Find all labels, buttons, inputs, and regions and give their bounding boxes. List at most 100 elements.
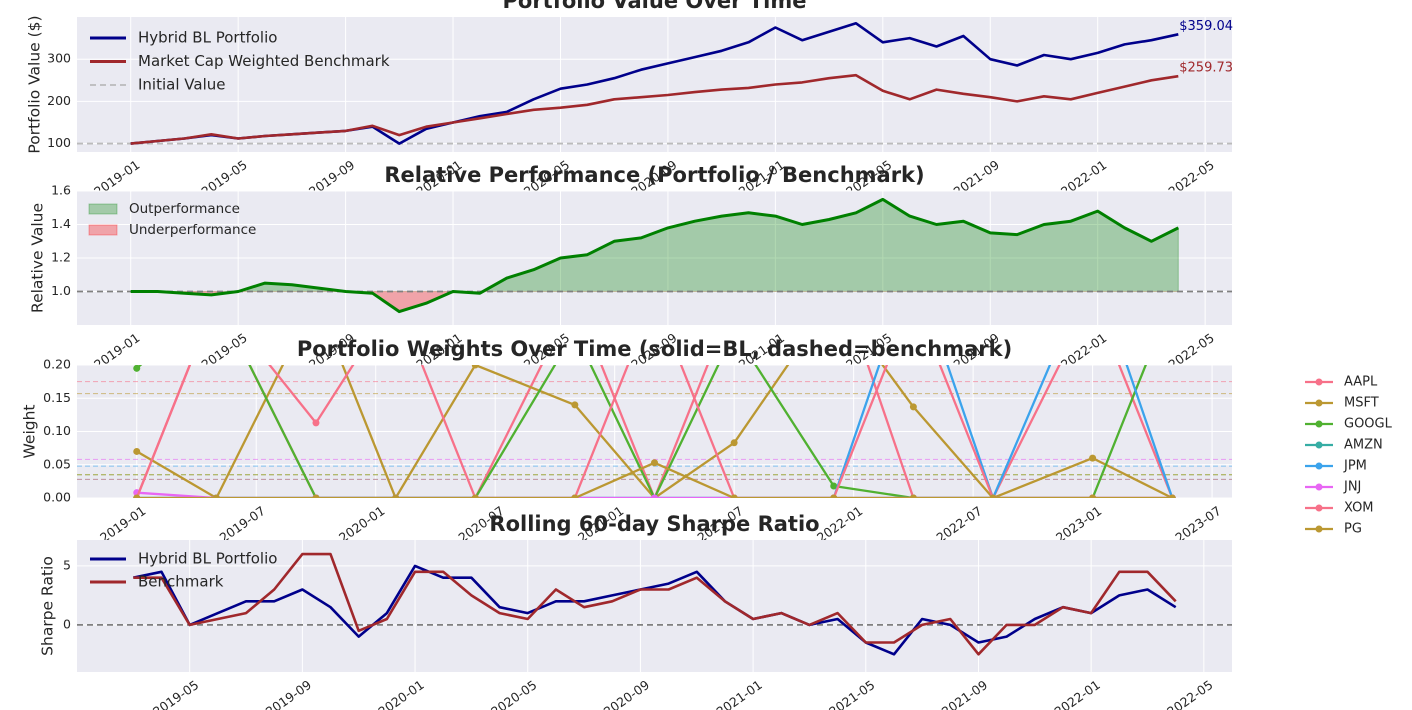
x-tick-label: 2020-05	[488, 677, 539, 710]
legend-label: Market Cap Weighted Benchmark	[138, 52, 390, 70]
end-label: $359.04	[1179, 19, 1233, 34]
legend-label: JNJ	[1343, 480, 1361, 495]
y-tick-label: 0	[63, 616, 71, 631]
data-point	[392, 494, 400, 498]
legend-item: PG	[1305, 522, 1362, 537]
legend-label: Benchmark	[138, 573, 224, 591]
x-tick-label: 2019-07	[217, 503, 268, 545]
legend-label: Outperformance	[129, 201, 240, 217]
legend-marker	[1315, 420, 1323, 428]
data-point	[571, 494, 579, 498]
legend-item: Outperformance	[88, 201, 240, 217]
y-tick-label: 0.00	[43, 490, 71, 505]
y-tick-label: 0.20	[43, 357, 71, 372]
legend-swatch	[88, 203, 118, 215]
x-tick-label: 2019-09	[263, 677, 314, 710]
data-point	[312, 494, 320, 498]
legend-item: AMZN	[1305, 438, 1383, 453]
legend-label: AAPL	[1344, 375, 1378, 390]
data-point	[651, 494, 658, 498]
data-point	[651, 459, 658, 467]
y-tick-label: 200	[47, 93, 71, 108]
y-tick-label: 0.10	[43, 423, 71, 438]
series-line	[133, 552, 1177, 656]
legend-marker	[1315, 504, 1323, 512]
data-point	[731, 328, 738, 335]
legend-label: XOM	[1344, 501, 1374, 516]
data-point	[830, 482, 838, 490]
relative-line	[130, 197, 1179, 314]
legend-marker	[1315, 399, 1323, 407]
x-tick-label: 2023-01	[1053, 503, 1104, 545]
legend-marker	[1315, 483, 1323, 491]
plot-layer	[77, 22, 1232, 145]
x-tick-label: 2023-07	[1172, 503, 1223, 545]
legend-item: MSFT	[1305, 396, 1379, 411]
legend-label: Hybrid BL Portfolio	[138, 550, 277, 568]
data-point	[133, 447, 141, 455]
data-point	[212, 494, 220, 498]
legend-label: Initial Value	[138, 76, 225, 94]
plot-layer	[77, 552, 1232, 656]
x-tick-label: 2019-01	[97, 503, 148, 545]
data-point	[1089, 454, 1097, 462]
legend-item: Market Cap Weighted Benchmark	[90, 52, 390, 70]
legend-label: MSFT	[1344, 396, 1379, 411]
legend-item: Initial Value	[90, 76, 225, 94]
legend-marker	[1315, 441, 1323, 449]
x-tick-label: 2021-09	[939, 677, 990, 710]
y-tick-label: 0.05	[43, 456, 71, 471]
chart-title: Portfolio Value Over Time	[503, 0, 807, 13]
chart-title: Rolling 60-day Sharpe Ratio	[489, 512, 819, 536]
x-tick-label: 2020-01	[375, 677, 426, 710]
legend-label: Underperformance	[129, 222, 256, 238]
legend-marker	[1315, 525, 1323, 533]
plot-area	[77, 540, 1232, 672]
y-tick-label: 1.6	[51, 183, 71, 198]
x-tick-label: 2022-05	[1164, 677, 1215, 710]
chart-title: Relative Performance (Portfolio / Benchm…	[384, 163, 924, 187]
data-point	[989, 494, 997, 498]
chart-title: Portfolio Weights Over Time (solid=BL, d…	[297, 337, 1012, 361]
legend-label: AMZN	[1344, 438, 1383, 453]
y-axis-label: Relative Value	[29, 203, 47, 313]
data-point	[471, 494, 479, 498]
y-tick-label: 0.15	[43, 390, 71, 405]
x-tick-label: 2022-01	[1051, 677, 1102, 710]
y-tick-label: 1.4	[51, 216, 71, 231]
y-axis-label: Weight	[21, 404, 39, 458]
legend-item: Hybrid BL Portfolio	[90, 29, 277, 47]
end-label: $259.73	[1179, 61, 1233, 76]
legend-item: JNJ	[1305, 480, 1361, 495]
data-point	[571, 328, 578, 335]
legend-marker	[1315, 378, 1323, 386]
data-point	[571, 401, 579, 409]
y-tick-label: 5	[63, 557, 71, 572]
data-point	[1168, 494, 1176, 498]
y-tick-label: 300	[47, 51, 71, 66]
legend-item: Benchmark	[90, 573, 224, 591]
legend-item: GOOGL	[1305, 417, 1393, 432]
series-line	[130, 73, 1179, 145]
x-tick-label: 2020-01	[336, 503, 387, 545]
data-point	[909, 403, 917, 411]
legend-item: AAPL	[1305, 375, 1378, 390]
x-tick-label: 2020-09	[601, 677, 652, 710]
legend-item: Hybrid BL Portfolio	[90, 550, 277, 568]
y-tick-label: 1.0	[51, 283, 71, 298]
y-tick-label: 100	[47, 135, 71, 150]
legend-label: GOOGL	[1344, 417, 1393, 432]
data-point	[909, 494, 917, 498]
y-axis-label: Portfolio Value ($)	[26, 15, 44, 153]
data-point	[730, 494, 738, 498]
x-tick-label: 2021-05	[826, 677, 877, 710]
legend-swatch	[88, 224, 118, 236]
legend-item: JPM	[1305, 459, 1367, 474]
data-point	[133, 494, 141, 498]
y-axis-label: Sharpe Ratio	[39, 556, 57, 656]
plot-layer	[77, 328, 1232, 498]
x-tick-label: 2019-05	[150, 677, 201, 710]
data-point	[312, 419, 320, 427]
legend-item: Underperformance	[88, 222, 256, 238]
